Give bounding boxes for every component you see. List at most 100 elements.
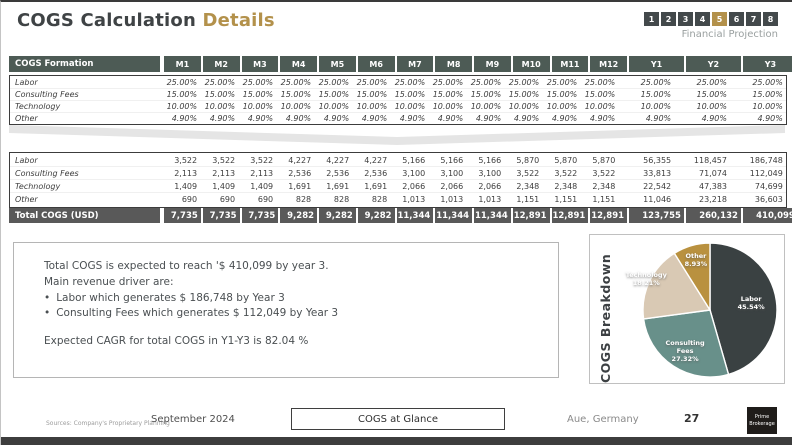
table-cell: 1,691 (288, 181, 312, 191)
footer-date: September 2024 (151, 414, 235, 425)
table-cell: 3,522 (250, 155, 274, 165)
table-cell: 1,151 (516, 194, 540, 204)
page-tab-3[interactable]: 3 (678, 12, 693, 26)
table-cell: 1,691 (364, 181, 388, 191)
table-cell: 2,113 (212, 168, 236, 178)
table-cell: 7,735 (164, 208, 203, 223)
page-tab-2[interactable]: 2 (661, 12, 676, 26)
table-cell: 10.00% (696, 102, 727, 111)
table-cell: 15.00% (640, 90, 672, 99)
table-cell: 1,013 (478, 194, 502, 204)
table-cell: 10.00% (470, 102, 502, 111)
table-cell: 25.00% (394, 78, 426, 87)
table-cell: 23,218 (699, 194, 727, 204)
table-cell: 828 (295, 194, 312, 204)
table-cell: 3,100 (440, 168, 464, 178)
table-cell: 2,348 (554, 181, 578, 191)
cogs-breakdown-chart: COGS Breakdown Labor 45.54% Consulting Fee… (589, 234, 785, 384)
table-cell: Y1 (629, 56, 686, 72)
table-cell: 12,891 (551, 208, 591, 223)
table-cell: 1,013 (402, 194, 426, 204)
table-cell: 10.00% (242, 102, 274, 111)
table-cell: 2,066 (402, 181, 426, 191)
table-cell: 25.00% (356, 78, 388, 87)
table-cell: 3,522 (174, 155, 198, 165)
table-cell: 10.00% (318, 102, 350, 111)
table-cell: 3,522 (516, 168, 540, 178)
table-cell: 123,755 (629, 208, 686, 223)
table-cell: 47,383 (699, 181, 727, 191)
table-cell: 15.00% (356, 90, 388, 99)
table-cell: 4.90% (361, 114, 388, 123)
table-cell: 15.00% (508, 90, 540, 99)
source-note: Sources: Company's Proprietary Planning (46, 420, 170, 427)
table-cell: 25.00% (432, 78, 464, 87)
table-cell: Labor (15, 78, 38, 87)
table-cell: 15.00% (470, 90, 502, 99)
page-tab-6[interactable]: 6 (729, 12, 744, 26)
page-tab-4[interactable]: 4 (695, 12, 710, 26)
table-cell: 9,282 (319, 208, 358, 223)
table-cell: 15.00% (204, 90, 236, 99)
table-cell: 10.00% (394, 102, 426, 111)
table-cell: 33,813 (643, 168, 672, 178)
table-cell: 12,891 (512, 208, 552, 223)
pie-slice-consulting-fees (642, 309, 730, 378)
table-cell: 2,348 (592, 181, 616, 191)
table-cell: 11,344 (474, 208, 513, 223)
table-cell: 25.00% (318, 78, 350, 87)
page-tab-7[interactable]: 7 (746, 12, 761, 26)
table-cell: 4.90% (285, 114, 312, 123)
table-cell: 2,113 (250, 168, 274, 178)
table-cell: Labor (15, 155, 38, 165)
table-cell: 1,409 (174, 181, 198, 191)
table-cell: 10.00% (356, 102, 388, 111)
page-tab-8[interactable]: 8 (763, 12, 778, 26)
table-cell: 4.90% (171, 114, 198, 123)
table-cell: 10.00% (166, 102, 198, 111)
table-cell: 2,536 (326, 168, 350, 178)
table-cell: 9,282 (280, 208, 320, 223)
chart-title: COGS Breakdown (598, 253, 613, 383)
table-cell: 10.00% (752, 102, 783, 111)
table-cell: 828 (333, 194, 350, 204)
table-cell: 22,542 (643, 181, 672, 191)
table-cell: M11 (551, 56, 591, 72)
table-cell: 4.90% (475, 114, 502, 123)
table-cell: 11,344 (435, 208, 475, 223)
table-cell: 2,066 (440, 181, 464, 191)
summary-line: Total COGS is expected to reach '$ 410,0… (44, 260, 329, 272)
table-cell: 2,113 (174, 168, 198, 178)
page-tab-5[interactable]: 5 (712, 12, 727, 26)
table-cell: 690 (219, 194, 236, 204)
table-cell: 2,536 (288, 168, 312, 178)
table-cell: 10.00% (204, 102, 236, 111)
table-row: Consulting Fees 15.00% 15.00% 15.00% 15.00% 1… (10, 88, 786, 100)
table-cell: Consulting Fees (15, 168, 79, 178)
table-cell: 25.00% (280, 78, 312, 87)
table-cell: 15.00% (242, 90, 274, 99)
footer-section-label: COGS at Glance (291, 408, 505, 430)
table-cell: Y3 (742, 56, 792, 72)
summary-bullet: • Labor which generates $ 186,748 by Year… (44, 292, 285, 304)
table-cell: 690 (257, 194, 274, 204)
table-cell: 10.00% (280, 102, 312, 111)
page-tab-1[interactable]: 1 (644, 12, 659, 26)
table-cell: 4.90% (323, 114, 350, 123)
table-cell: 690 (181, 194, 198, 204)
table-cell: M2 (202, 56, 242, 72)
cogs-values-table: Labor 3,522 3,522 3,522 4,227 4,227 4,227 5,166… (9, 152, 787, 208)
table-cell: M12 (590, 56, 630, 72)
table-cell: 15.00% (584, 90, 616, 99)
table-cell: 7,735 (241, 208, 281, 223)
cogs-percentage-table: Labor 25.00% 25.00% 25.00% 25.00% 25.00% 25.00… (9, 75, 787, 125)
table-cell: 2,536 (364, 168, 388, 178)
table-row: Consulting Fees 2,113 2,113 2,113 2,536 2,536… (10, 166, 786, 179)
table-cell: 25.00% (508, 78, 540, 87)
total-cogs-row: Total COGS (USD) 7,735 7,735 7,735 9,282 9,28… (9, 208, 792, 223)
table-cell: 410,099 (742, 208, 792, 223)
table-row: Labor 25.00% 25.00% 25.00% 25.00% 25.00% 25.00… (10, 77, 786, 88)
table-cell: 118,457 (693, 155, 727, 165)
table-cell: 3,522 (212, 155, 236, 165)
